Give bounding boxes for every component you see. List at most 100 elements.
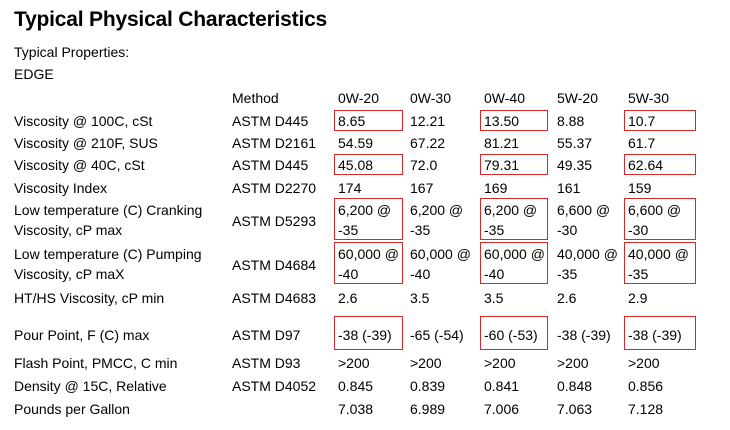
method-value: ASTM D97 — [232, 327, 301, 343]
value-cell: 0.845 — [338, 378, 374, 394]
highlight-box — [624, 110, 696, 131]
value-cell: -38 (-39) — [338, 327, 392, 343]
value-cell: 13.50 — [484, 113, 520, 129]
property-label: Low temperature (C) Cranking Viscosity, … — [14, 202, 203, 238]
value-cell: 6,600 @ -30 — [628, 202, 682, 238]
value-cell: 10.7 — [628, 113, 656, 129]
value-cell: 62.64 — [628, 157, 664, 173]
value-cell: 60,000 @ -40 — [410, 246, 471, 282]
highlight-box — [334, 154, 403, 175]
grade-header-0w-30: 0W-30 — [410, 90, 451, 106]
page-title: Typical Physical Characteristics — [14, 8, 328, 31]
value-cell: -60 (-53) — [484, 327, 538, 343]
value-cell: 45.08 — [338, 157, 374, 173]
property-label: Pour Point, F (C) max — [14, 327, 150, 343]
highlight-box — [480, 110, 548, 131]
method-value: ASTM D2270 — [232, 180, 317, 196]
grade-header-5w-30: 5W-30 — [628, 90, 669, 106]
value-cell: -65 (-54) — [410, 327, 464, 343]
value-cell: 3.5 — [410, 290, 430, 306]
value-cell: >200 — [484, 355, 516, 371]
value-cell: 79.31 — [484, 157, 520, 173]
value-cell: 6,600 @ -30 — [557, 202, 611, 238]
value-cell: 167 — [410, 180, 434, 196]
value-cell: >200 — [557, 355, 589, 371]
value-cell: >200 — [410, 355, 442, 371]
value-cell: 169 — [484, 180, 508, 196]
method-value: ASTM D4052 — [232, 378, 317, 394]
value-cell: 60,000 @ -40 — [338, 246, 399, 282]
value-cell: 0.839 — [410, 378, 446, 394]
highlight-box — [334, 110, 403, 131]
value-cell: 55.37 — [557, 135, 593, 151]
highlight-box — [480, 154, 548, 175]
highlight-box — [334, 242, 403, 284]
value-cell: 6,200 @ -35 — [410, 202, 464, 238]
highlight-box — [334, 198, 403, 240]
property-label: HT/HS Viscosity, cP min — [14, 290, 165, 306]
property-label: Pounds per Gallon — [14, 401, 130, 417]
subtitle-product-name: EDGE — [14, 66, 54, 82]
highlight-box — [480, 198, 548, 240]
value-cell: 6,200 @ -35 — [338, 202, 392, 238]
value-cell: 6,200 @ -35 — [484, 202, 538, 238]
property-label: Low temperature (C) Pumping Viscosity, c… — [14, 246, 202, 282]
value-cell: 2.6 — [557, 290, 577, 306]
value-cell: 7.063 — [557, 401, 593, 417]
grade-header-0w-40: 0W-40 — [484, 90, 525, 106]
grade-header-5w-20: 5W-20 — [557, 90, 598, 106]
value-cell: 12.21 — [410, 113, 446, 129]
value-cell: 40,000 @ -35 — [557, 246, 618, 282]
method-value: ASTM D2161 — [232, 135, 317, 151]
highlight-box — [624, 316, 696, 350]
highlight-box — [480, 242, 548, 284]
value-cell: >200 — [628, 355, 660, 371]
property-label: Density @ 15C, Relative — [14, 378, 167, 394]
value-cell: 0.848 — [557, 378, 593, 394]
value-cell: 0.856 — [628, 378, 664, 394]
value-cell: 2.6 — [338, 290, 358, 306]
method-value: ASTM D4684 — [232, 257, 317, 273]
method-value: ASTM D4683 — [232, 290, 317, 306]
value-cell: -38 (-39) — [557, 327, 611, 343]
value-cell: 0.841 — [484, 378, 520, 394]
highlight-box — [334, 316, 403, 350]
subtitle-typical-properties: Typical Properties: — [14, 44, 130, 60]
value-cell: 159 — [628, 180, 652, 196]
property-label: Viscosity Index — [14, 180, 108, 196]
method-value: ASTM D445 — [232, 157, 309, 173]
property-label: Flash Point, PMCC, C min — [14, 355, 178, 371]
value-cell: 49.35 — [557, 157, 593, 173]
value-cell: 60,000 @ -40 — [484, 246, 545, 282]
value-cell: 54.59 — [338, 135, 374, 151]
value-cell: 7.006 — [484, 401, 520, 417]
value-cell: 72.0 — [410, 157, 438, 173]
grade-header-0w-20: 0W-20 — [338, 90, 379, 106]
property-label: Viscosity @ 40C, cSt — [14, 157, 145, 173]
value-cell: 67.22 — [410, 135, 446, 151]
method-value: ASTM D5293 — [232, 213, 317, 229]
value-cell: 7.038 — [338, 401, 374, 417]
value-cell: -38 (-39) — [628, 327, 682, 343]
highlight-box — [480, 316, 548, 350]
property-label: Viscosity @ 210F, SUS — [14, 135, 158, 151]
method-column-header: Method — [232, 90, 279, 106]
value-cell: 40,000 @ -35 — [628, 246, 689, 282]
method-value: ASTM D445 — [232, 113, 309, 129]
value-cell: 8.65 — [338, 113, 366, 129]
value-cell: 6.989 — [410, 401, 446, 417]
method-value: ASTM D93 — [232, 355, 301, 371]
value-cell: 3.5 — [484, 290, 504, 306]
value-cell: 174 — [338, 180, 362, 196]
highlight-box — [624, 242, 696, 284]
value-cell: >200 — [338, 355, 370, 371]
value-cell: 61.7 — [628, 135, 656, 151]
value-cell: 8.88 — [557, 113, 585, 129]
value-cell: 81.21 — [484, 135, 520, 151]
highlight-box — [624, 198, 696, 240]
value-cell: 161 — [557, 180, 581, 196]
property-label: Viscosity @ 100C, cSt — [14, 113, 153, 129]
highlight-box — [624, 154, 696, 175]
value-cell: 2.9 — [628, 290, 648, 306]
value-cell: 7.128 — [628, 401, 664, 417]
